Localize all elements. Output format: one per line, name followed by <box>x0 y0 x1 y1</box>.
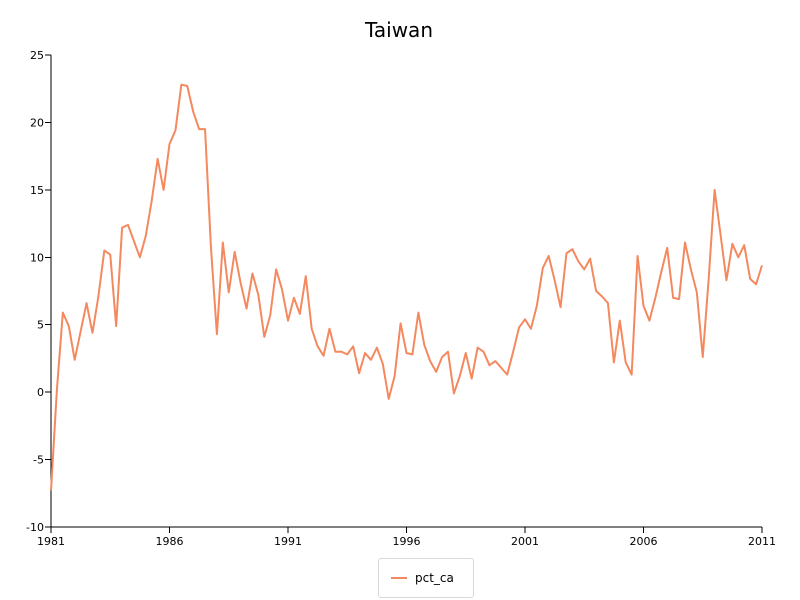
y-tick-label: -10 <box>26 521 44 534</box>
x-tick-label: 1996 <box>393 535 421 548</box>
chart-title: Taiwan <box>364 18 433 42</box>
x-tick-label: 2006 <box>630 535 658 548</box>
x-tick-label: 2011 <box>748 535 776 548</box>
axes: -10 -5 0 5 10 15 20 25 1981 1986 1991 1996 2001 2006 2… <box>26 49 776 548</box>
y-tick-label: 10 <box>30 251 44 264</box>
legend[interactable]: pct_ca <box>378 558 474 598</box>
legend-label: pct_ca <box>415 571 454 585</box>
y-tick-label: 0 <box>37 386 44 399</box>
y-tick-label: 5 <box>37 319 44 332</box>
y-tick-label: -5 <box>33 454 44 467</box>
legend-swatch <box>391 577 407 579</box>
series-line-pct_ca <box>50 83 763 491</box>
x-tick-label: 1986 <box>156 535 184 548</box>
x-tick-label: 2001 <box>511 535 539 548</box>
x-tick-label: 1981 <box>37 535 65 548</box>
series-layer <box>50 83 763 491</box>
y-tick-label: 20 <box>30 116 44 129</box>
y-tick-label: 15 <box>30 184 44 197</box>
x-tick-label: 1991 <box>274 535 302 548</box>
y-tick-label: 25 <box>30 49 44 62</box>
